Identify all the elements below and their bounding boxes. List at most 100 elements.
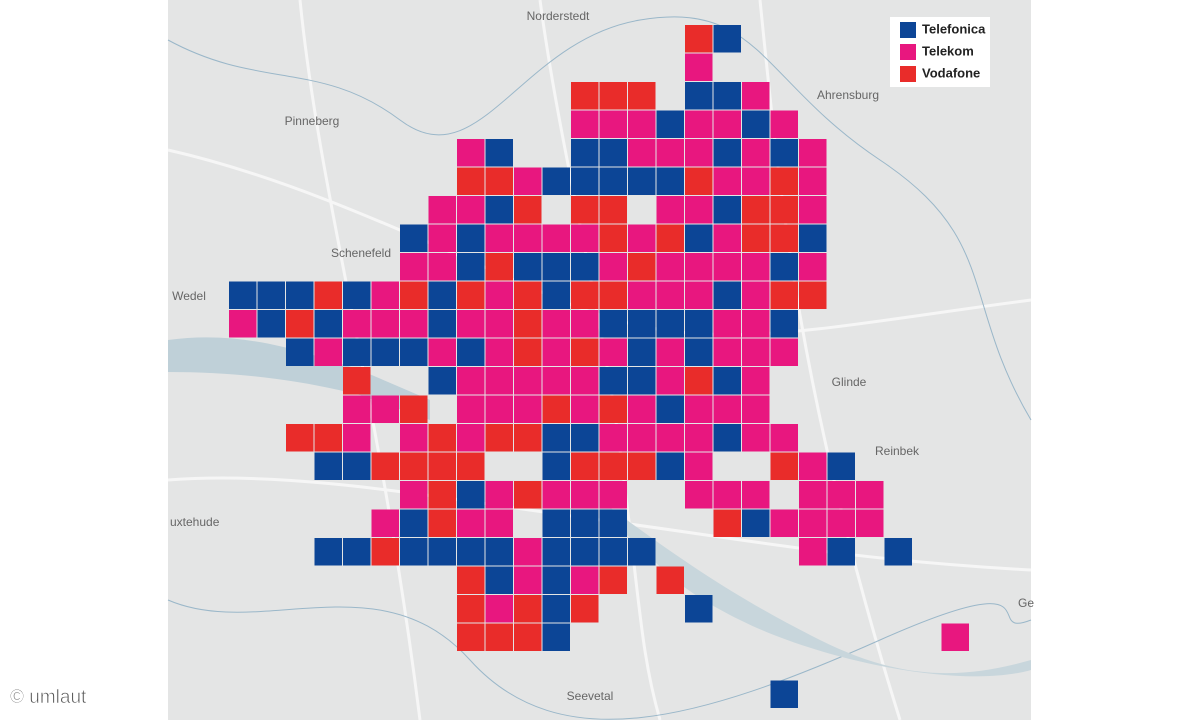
grid-cell xyxy=(713,196,741,224)
grid-cell xyxy=(542,595,570,623)
grid-cell xyxy=(457,310,485,338)
legend-label: Telefonica xyxy=(922,21,986,36)
grid-cell xyxy=(457,224,485,252)
grid-cell xyxy=(371,509,399,537)
grid-cell xyxy=(428,253,456,281)
grid-cell xyxy=(742,196,770,224)
grid-cell xyxy=(571,452,599,480)
grid-cell xyxy=(485,395,513,423)
grid-cell xyxy=(799,253,827,281)
grid-cell xyxy=(514,566,542,594)
grid-cell xyxy=(371,538,399,566)
grid xyxy=(229,25,969,708)
grid-cell xyxy=(628,395,656,423)
grid-cell xyxy=(599,139,627,167)
grid-cell xyxy=(628,424,656,452)
grid-cell xyxy=(713,110,741,138)
grid-cell xyxy=(514,623,542,651)
legend-swatch xyxy=(900,44,916,60)
grid-cell xyxy=(257,281,285,309)
grid-cell xyxy=(514,538,542,566)
grid-cell xyxy=(428,509,456,537)
grid-cell xyxy=(400,481,428,509)
grid-cell xyxy=(428,338,456,366)
grid-cell xyxy=(571,281,599,309)
grid-cell xyxy=(599,566,627,594)
grid-cell xyxy=(400,310,428,338)
grid-cell xyxy=(827,452,855,480)
grid-cell xyxy=(713,424,741,452)
grid-cell xyxy=(371,395,399,423)
grid-cell xyxy=(685,139,713,167)
grid-cell xyxy=(685,424,713,452)
grid-cell xyxy=(599,224,627,252)
grid-cell xyxy=(685,224,713,252)
grid-cell xyxy=(428,367,456,395)
grid-cell xyxy=(599,538,627,566)
grid-cell xyxy=(314,538,342,566)
grid-cell xyxy=(343,281,371,309)
grid-cell xyxy=(685,167,713,195)
place-label: Ge xyxy=(1018,596,1034,610)
grid-cell xyxy=(286,424,314,452)
grid-cell xyxy=(514,595,542,623)
grid-cell xyxy=(485,538,513,566)
grid-cell xyxy=(628,167,656,195)
grid-cell xyxy=(685,481,713,509)
legend-label: Vodafone xyxy=(922,65,980,80)
grid-cell xyxy=(457,595,485,623)
grid-cell xyxy=(770,281,798,309)
grid-cell xyxy=(713,281,741,309)
grid-cell xyxy=(485,310,513,338)
grid-cell xyxy=(457,509,485,537)
grid-cell xyxy=(713,167,741,195)
grid-cell xyxy=(371,281,399,309)
grid-cell xyxy=(742,310,770,338)
river xyxy=(168,337,430,420)
grid-cell xyxy=(457,566,485,594)
grid-cell xyxy=(599,310,627,338)
grid-cell xyxy=(685,452,713,480)
grid-cell xyxy=(428,196,456,224)
grid-cell xyxy=(656,452,684,480)
grid-cell xyxy=(457,139,485,167)
grid-cell xyxy=(656,338,684,366)
grid-cell xyxy=(656,139,684,167)
legend-swatch xyxy=(900,66,916,82)
grid-cell xyxy=(428,224,456,252)
grid-cell xyxy=(457,367,485,395)
grid-cell xyxy=(770,424,798,452)
grid-cell xyxy=(742,110,770,138)
grid-cell xyxy=(685,310,713,338)
grid-cell xyxy=(542,538,570,566)
grid-cell xyxy=(656,224,684,252)
grid-cell xyxy=(343,310,371,338)
grid-cell xyxy=(542,566,570,594)
credit: © umlaut xyxy=(10,687,87,708)
grid-cell xyxy=(599,367,627,395)
grid-cell xyxy=(343,452,371,480)
grid-cell xyxy=(542,167,570,195)
grid-cell xyxy=(343,338,371,366)
grid-cell xyxy=(571,82,599,110)
grid-cell xyxy=(343,395,371,423)
grid-cell xyxy=(571,167,599,195)
grid-cell xyxy=(457,281,485,309)
grid-cell xyxy=(485,367,513,395)
grid-cell xyxy=(571,253,599,281)
grid-cell xyxy=(400,253,428,281)
grid-cell xyxy=(400,395,428,423)
grid-cell xyxy=(257,310,285,338)
grid-cell xyxy=(371,338,399,366)
grid-cell xyxy=(799,538,827,566)
grid-cell xyxy=(599,167,627,195)
grid-cell xyxy=(542,224,570,252)
grid-cell xyxy=(514,224,542,252)
grid-cell xyxy=(799,139,827,167)
grid-cell xyxy=(457,481,485,509)
river xyxy=(600,500,1031,677)
grid-cell xyxy=(770,139,798,167)
grid-cell xyxy=(713,367,741,395)
grid-cell xyxy=(685,338,713,366)
grid-cell xyxy=(485,623,513,651)
